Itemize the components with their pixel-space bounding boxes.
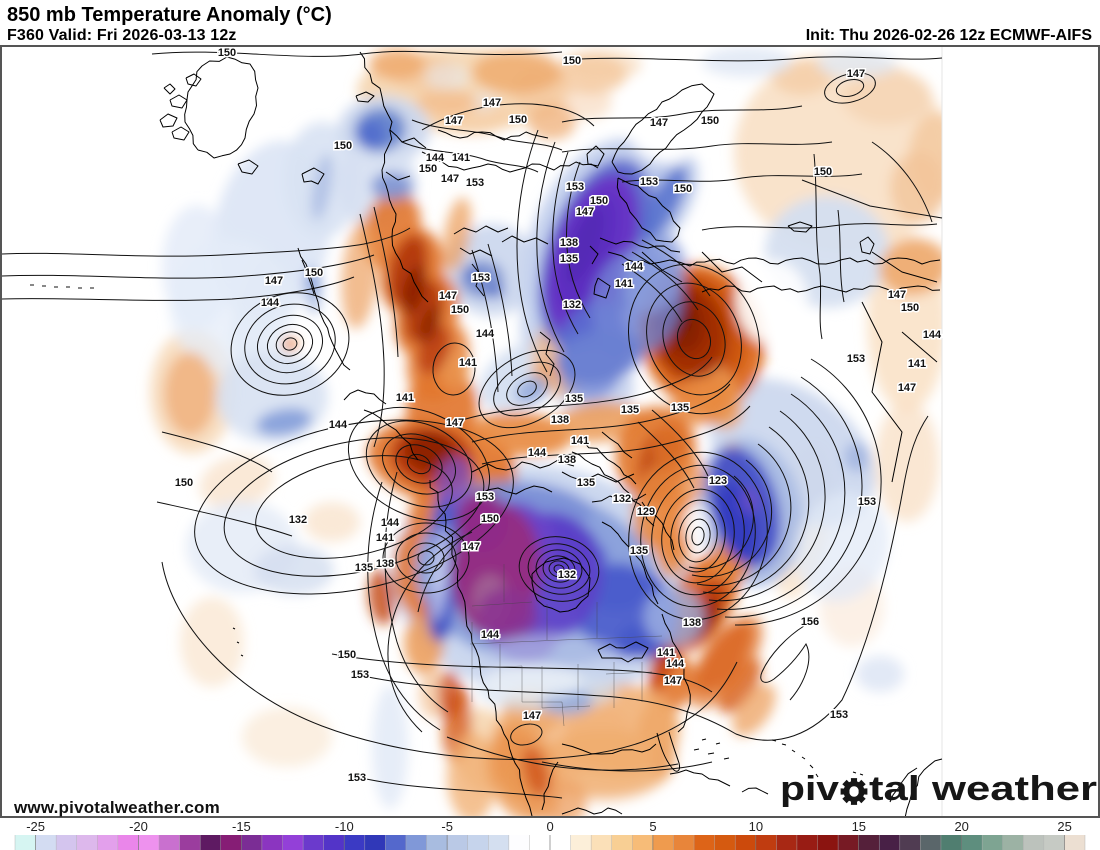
svg-text:135: 135 <box>565 393 583 405</box>
svg-text:123: 123 <box>709 475 727 487</box>
svg-text:141: 141 <box>615 278 633 290</box>
svg-text:150: 150 <box>481 513 499 525</box>
svg-text:147: 147 <box>483 97 501 109</box>
svg-text:138: 138 <box>683 617 701 629</box>
svg-text:138: 138 <box>558 454 576 466</box>
svg-text:150: 150 <box>674 183 692 195</box>
svg-text:135: 135 <box>355 562 373 574</box>
svg-text:144: 144 <box>625 261 644 273</box>
svg-text:147: 147 <box>650 117 668 129</box>
svg-text:150: 150 <box>509 114 527 126</box>
svg-text:150: 150 <box>451 304 469 316</box>
svg-text:153: 153 <box>466 177 484 189</box>
svg-text:150: 150 <box>814 166 832 178</box>
svg-text:141: 141 <box>908 358 926 370</box>
svg-text:153: 153 <box>640 176 658 188</box>
svg-text:147: 147 <box>441 173 459 185</box>
svg-text:150: 150 <box>334 140 352 152</box>
svg-text:150: 150 <box>305 267 323 279</box>
svg-text:150: 150 <box>590 195 608 207</box>
svg-text:132: 132 <box>558 569 576 581</box>
svg-text:153: 153 <box>847 353 865 365</box>
svg-text:156: 156 <box>801 616 819 628</box>
svg-text:135: 135 <box>577 477 595 489</box>
svg-text:144: 144 <box>666 658 685 670</box>
svg-text:144: 144 <box>381 517 400 529</box>
svg-text:132: 132 <box>613 493 631 505</box>
svg-text:150: 150 <box>901 302 919 314</box>
svg-text:153: 153 <box>476 491 494 503</box>
svg-text:132: 132 <box>563 299 581 311</box>
svg-text:147: 147 <box>888 289 906 301</box>
svg-text:141: 141 <box>657 647 675 659</box>
svg-text:147: 147 <box>265 275 283 287</box>
svg-text:135: 135 <box>630 545 648 557</box>
svg-text:141: 141 <box>376 532 394 544</box>
svg-text:153: 153 <box>348 772 366 784</box>
svg-text:141: 141 <box>571 435 589 447</box>
svg-text:144: 144 <box>481 629 500 641</box>
svg-text:144: 144 <box>923 329 942 341</box>
svg-text:135: 135 <box>560 253 578 265</box>
svg-text:144: 144 <box>261 297 280 309</box>
svg-text:153: 153 <box>472 272 490 284</box>
svg-text:147: 147 <box>462 541 480 553</box>
svg-text:135: 135 <box>671 402 689 414</box>
svg-text:147: 147 <box>664 675 682 687</box>
svg-text:147: 147 <box>439 290 457 302</box>
svg-text:150: 150 <box>563 55 581 67</box>
svg-text:150: 150 <box>218 47 236 59</box>
svg-text:138: 138 <box>376 558 394 570</box>
svg-text:144: 144 <box>528 447 547 459</box>
svg-text:147: 147 <box>445 115 463 127</box>
svg-text:153: 153 <box>566 181 584 193</box>
svg-text:153: 153 <box>351 669 369 681</box>
svg-text:150: 150 <box>701 115 719 127</box>
svg-text:153: 153 <box>858 496 876 508</box>
svg-text:138: 138 <box>551 414 569 426</box>
svg-text:138: 138 <box>560 237 578 249</box>
svg-text:144: 144 <box>426 152 445 164</box>
svg-text:piv: piv <box>780 770 839 808</box>
svg-text:147: 147 <box>523 710 541 722</box>
svg-text:144: 144 <box>329 419 348 431</box>
svg-text:144: 144 <box>476 328 495 340</box>
svg-text:141: 141 <box>459 357 477 369</box>
svg-text:147: 147 <box>576 206 594 218</box>
svg-text:147: 147 <box>898 382 916 394</box>
svg-text:147: 147 <box>446 417 464 429</box>
svg-text:147: 147 <box>847 68 865 80</box>
svg-text:150: 150 <box>419 163 437 175</box>
svg-text:153: 153 <box>830 709 848 721</box>
svg-text:135: 135 <box>621 404 639 416</box>
svg-text:141: 141 <box>396 392 414 404</box>
svg-text:141: 141 <box>452 152 470 164</box>
svg-text:150: 150 <box>175 477 193 489</box>
svg-text:132: 132 <box>289 514 307 526</box>
svg-text:129: 129 <box>637 506 655 518</box>
svg-text:150: 150 <box>338 649 356 661</box>
svg-text:tal weather: tal weather <box>869 770 1097 808</box>
